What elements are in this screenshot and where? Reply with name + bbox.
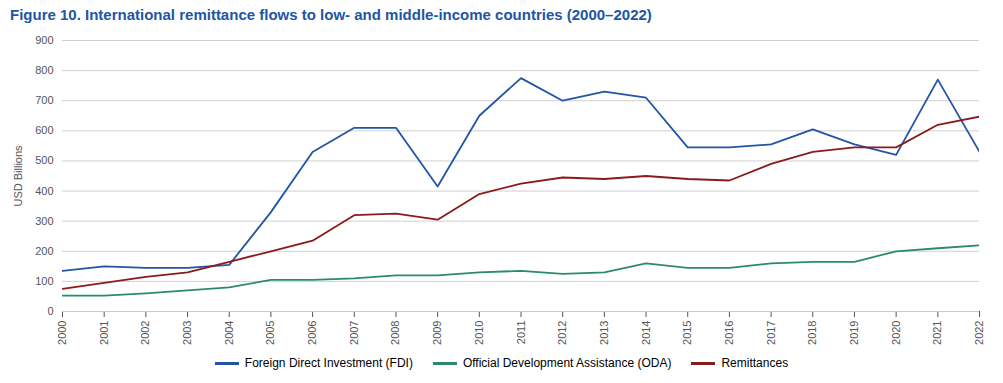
svg-text:2008: 2008: [389, 321, 401, 345]
svg-text:2003: 2003: [181, 321, 193, 345]
svg-text:2004: 2004: [223, 321, 235, 345]
svg-text:700: 700: [35, 94, 53, 106]
html-text:Remittances: Remittances: [721, 356, 789, 370]
svg-text:2012: 2012: [556, 321, 568, 345]
svg-text:2016: 2016: [723, 321, 735, 345]
svg-text:2019: 2019: [848, 321, 860, 345]
svg-text:2014: 2014: [640, 321, 652, 345]
html-text:Official Development Assistanc: Official Development Assistance (ODA): [462, 356, 672, 370]
svg-text:2001: 2001: [98, 321, 110, 345]
svg-text:600: 600: [35, 124, 53, 136]
svg-text:100: 100: [35, 275, 53, 287]
svg-text:500: 500: [35, 154, 53, 166]
svg-text:2020: 2020: [890, 321, 902, 345]
svg-text:2021: 2021: [931, 321, 943, 345]
svg-text:2013: 2013: [598, 321, 610, 345]
svg-text:0: 0: [47, 305, 53, 317]
html-text:Figure 10. International remit: Figure 10. International remittance flow…: [10, 6, 652, 23]
svg-text:900: 900: [35, 34, 53, 46]
svg-text:2017: 2017: [765, 321, 777, 345]
svg-text:2018: 2018: [806, 321, 818, 345]
svg-text:2015: 2015: [681, 321, 693, 345]
svg-text:2002: 2002: [139, 321, 151, 345]
svg-text:2000: 2000: [56, 321, 68, 345]
svg-text:2022: 2022: [973, 321, 985, 345]
svg-text:800: 800: [35, 64, 53, 76]
svg-text:2011: 2011: [515, 321, 527, 345]
html-text:Foreign Direct Investment (FDI: Foreign Direct Investment (FDI): [244, 356, 413, 370]
svg-text:2010: 2010: [473, 321, 485, 345]
svg-text:2005: 2005: [264, 321, 276, 345]
svg-text:2009: 2009: [431, 321, 443, 345]
svg-text:300: 300: [35, 215, 53, 227]
svg-text:2006: 2006: [306, 321, 318, 345]
svg-text:2007: 2007: [348, 321, 360, 345]
svg-text:400: 400: [35, 185, 53, 197]
svg-text:USD Billions: USD Billions: [12, 145, 24, 207]
svg-text:200: 200: [35, 245, 53, 257]
